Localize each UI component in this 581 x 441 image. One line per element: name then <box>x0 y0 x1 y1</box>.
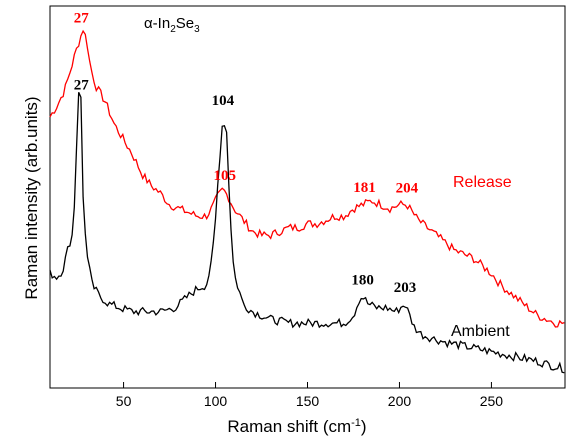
x-axis-title-superscript: -1 <box>351 417 361 429</box>
x-tick-label: 50 <box>116 393 132 409</box>
x-tick-label: 250 <box>480 393 504 409</box>
peak-labels: 27 105 181 204 27 104 180 203 <box>74 11 419 296</box>
x-axis-title-part: Raman shift (cm <box>227 417 351 436</box>
x-tick-label: 200 <box>388 393 412 409</box>
x-tick-label: 100 <box>204 393 228 409</box>
peak-label-ambient: 203 <box>394 280 417 296</box>
peak-label-ambient: 27 <box>74 78 90 94</box>
peak-label-release: 181 <box>353 180 376 196</box>
series-layer <box>49 29 565 374</box>
x-axis-title: Raman shift (cm-1) <box>227 417 366 436</box>
series-label-ambient: Ambient <box>451 323 510 340</box>
peak-label-release: 105 <box>213 168 236 184</box>
peak-label-release: 204 <box>396 181 419 197</box>
series-line-ambient <box>49 92 565 374</box>
x-axis-tick-labels: 50 100 150 200 250 <box>116 393 504 409</box>
chart-title-part: Se <box>176 15 194 32</box>
chart-title: α-In2Se3 <box>144 15 200 35</box>
peak-label-ambient: 104 <box>212 93 235 109</box>
series-line-release <box>49 29 565 328</box>
x-axis-ticks <box>123 382 492 388</box>
x-tick-label: 150 <box>296 393 320 409</box>
series-label-release: Release <box>453 174 512 191</box>
x-axis-title-part: ) <box>361 417 367 436</box>
chart-title-subscript: 2 <box>170 24 176 35</box>
y-axis-title: Raman intensity (arb.units) <box>22 96 41 299</box>
chart-title-subscript: 3 <box>194 24 200 35</box>
chart-title-part: α-In <box>144 15 170 32</box>
peak-label-release: 27 <box>74 11 90 27</box>
peak-label-ambient: 180 <box>351 272 374 288</box>
